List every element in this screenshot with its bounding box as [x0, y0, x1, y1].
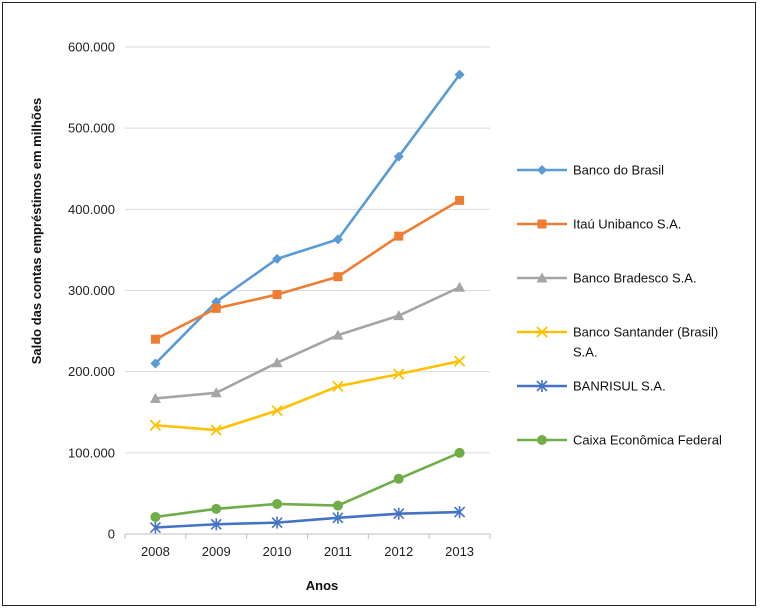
series-0-point: [332, 234, 343, 245]
series-0-point: [393, 151, 404, 162]
x-tick-label: 2011: [324, 544, 352, 559]
series-4-point: [271, 516, 283, 529]
series-1-point: [150, 334, 160, 344]
series-0-point: [272, 253, 283, 264]
x-tick-label: 2013: [445, 544, 474, 559]
series-3-point: [393, 368, 405, 380]
marker-stroke: [536, 326, 548, 338]
legend-entry: BANRISUL S.A.: [517, 379, 666, 394]
legend-entry: Itaú Unibanco S.A.: [517, 217, 681, 232]
series-2-line: [154, 285, 461, 400]
legend-swatch-marker: [537, 219, 547, 229]
y-tick-label: 500.000: [68, 121, 115, 136]
series-2-point: [210, 387, 222, 398]
series-3-point: [453, 355, 466, 367]
legend-label: Banco Santander (Brasil): [573, 325, 718, 340]
legend-label: BANRISUL S.A.: [573, 379, 666, 394]
marker-stroke: [149, 419, 162, 431]
marker-stroke: [271, 404, 283, 417]
series-3-point: [332, 380, 344, 392]
x-axis-title: Anos: [306, 578, 339, 593]
series-2-point: [393, 310, 405, 321]
legend: Banco do Brasil Itaú Unibanco S.A. Banco B…: [517, 163, 722, 448]
legend-entry: Banco Santander (Brasil) S.A.: [517, 325, 718, 360]
series-5-point: [454, 447, 465, 458]
series-4-point: [393, 507, 405, 520]
series-4-line: [154, 510, 461, 529]
marker-stroke: [453, 355, 466, 367]
legend-swatch-marker: [536, 380, 548, 392]
legend-swatch-marker: [536, 326, 548, 338]
legend-label: Itaú Unibanco S.A.: [573, 217, 681, 232]
marker-stroke: [393, 368, 405, 380]
series-1-point: [455, 195, 465, 205]
y-tick-label: 200.000: [68, 364, 115, 379]
y-axis-title: Saldo das contas empréstimos em milhões: [29, 98, 44, 365]
x-tick-label: 2008: [141, 544, 170, 559]
series-3-line: [154, 359, 461, 432]
series-5-point: [211, 503, 222, 514]
series-5-point: [272, 498, 283, 509]
series-2-point: [332, 329, 344, 340]
legend-label: Caixa Econômica Federal: [573, 433, 722, 448]
y-tick-label: 0: [108, 527, 115, 542]
series-0-line: [154, 73, 461, 365]
series-2-point: [454, 281, 466, 292]
series-0-point: [454, 69, 465, 80]
y-tick-label: 600.000: [68, 40, 115, 55]
series-markers: [149, 69, 466, 534]
marker-stroke: [332, 380, 344, 392]
series-3-point: [210, 424, 222, 436]
series-1-point: [272, 290, 282, 300]
legend-entry: Banco Bradesco S.A.: [517, 271, 697, 286]
legend-label: Banco do Brasil: [573, 163, 664, 178]
legend-entry: Caixa Econômica Federal: [517, 433, 722, 448]
gridlines: [125, 46, 490, 454]
series-lines: [154, 73, 461, 529]
legend-label: Banco Bradesco S.A.: [573, 271, 697, 286]
series-3-point: [149, 419, 162, 431]
legend-swatch-marker: [537, 165, 547, 175]
series-0-point: [150, 358, 161, 369]
series-5-point: [332, 500, 343, 511]
y-tick-label: 400.000: [68, 202, 115, 217]
series-4-point: [149, 521, 161, 534]
marker-stroke: [210, 424, 222, 436]
series-4-point: [332, 511, 344, 524]
y-tick-label: 100.000: [68, 445, 115, 460]
legend-label: S.A.: [573, 345, 598, 360]
series-1-line: [154, 199, 461, 341]
y-tick-label: 300.000: [68, 283, 115, 298]
series-4-point: [454, 506, 466, 519]
x-tick-label: 2012: [384, 544, 413, 559]
series-3-point: [271, 404, 283, 417]
legend-entry: Banco do Brasil: [517, 163, 664, 178]
series-2-point: [271, 357, 283, 368]
series-1-point: [211, 303, 221, 313]
series-5-point: [393, 473, 404, 484]
series-5-point: [150, 511, 161, 522]
series-5-line: [154, 451, 461, 519]
series-1-point: [333, 272, 343, 282]
series-4-point: [210, 518, 222, 531]
x-tick-label: 2009: [202, 544, 231, 559]
axes: 0 100.000 200.000 300.000 400.000 500.000 600.…: [68, 40, 491, 559]
series-2-point: [149, 392, 161, 403]
legend-swatch-marker: [536, 272, 548, 283]
series-1-point: [394, 231, 404, 241]
legend-swatch-marker: [537, 435, 547, 445]
x-tick-label: 2010: [263, 544, 292, 559]
